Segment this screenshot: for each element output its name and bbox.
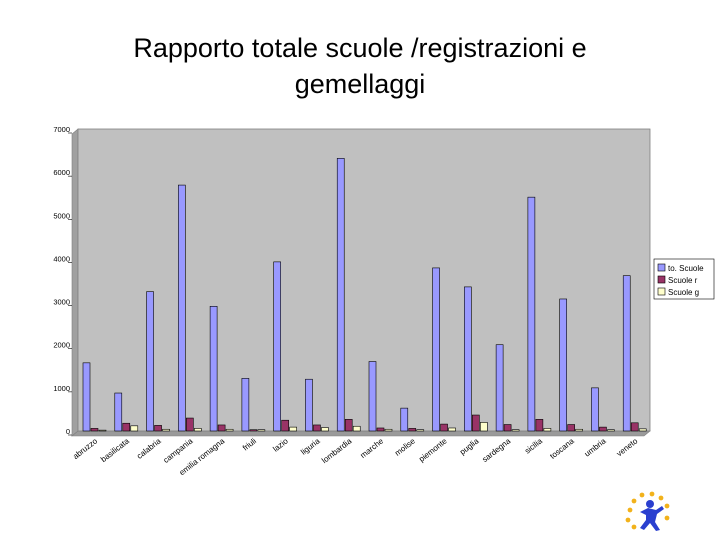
bar: [440, 423, 448, 432]
bar: [257, 429, 266, 432]
x-tick-label: piemonte: [417, 436, 449, 464]
legend-label: to. Scuole: [668, 264, 704, 273]
x-tick-label: sardegna: [480, 436, 512, 464]
bar: [146, 291, 154, 432]
bar: [289, 426, 297, 432]
x-tick-label: calabria: [135, 436, 163, 461]
bar: [384, 428, 393, 432]
y-tick-label: 5000: [53, 211, 70, 220]
y-tick-label: 6000: [53, 168, 70, 177]
x-tick-label: puglia: [458, 436, 481, 457]
bar: [313, 424, 321, 432]
bar: [511, 429, 520, 432]
bar: [90, 428, 99, 432]
legend-swatch: [657, 275, 666, 284]
bar: [416, 429, 425, 432]
bar: [130, 425, 139, 432]
legend-label: Scuole r: [668, 276, 698, 285]
bar: [638, 428, 647, 432]
legend-swatch: [657, 287, 666, 296]
bar: [225, 428, 234, 432]
bar: [186, 417, 194, 432]
x-tick-label: basilicata: [99, 436, 131, 464]
bar: [622, 275, 631, 432]
bar: [336, 158, 345, 432]
bar: [281, 419, 289, 432]
bar: [122, 422, 131, 432]
bar: [154, 425, 162, 432]
bar: [321, 427, 329, 432]
bar: [464, 286, 472, 432]
bar: [400, 407, 409, 432]
slide-title: Rapporto totale scuole /registrazioni e …: [40, 30, 680, 102]
bar: [432, 267, 440, 432]
bar: [217, 424, 226, 432]
bar: [368, 361, 377, 432]
bar: [448, 427, 456, 432]
x-tick-label: veneto: [615, 436, 640, 458]
x-tick-label: sicilia: [523, 436, 544, 455]
y-tick-label: 4000: [53, 254, 70, 263]
stars-figure-logo: [625, 491, 670, 531]
bar: [472, 414, 480, 432]
y-tick-label: 0: [66, 427, 70, 436]
plot-area: [77, 128, 651, 432]
bar: [273, 261, 281, 432]
bar: [607, 429, 615, 432]
bar: [543, 428, 552, 432]
y-tick-label: 3000: [53, 298, 70, 307]
x-tick-label: molise: [393, 436, 417, 458]
bar: [503, 424, 512, 432]
legend-label: Scuole g: [668, 288, 699, 297]
bar: [376, 427, 385, 432]
bar: [559, 298, 567, 432]
bar: [408, 428, 417, 432]
bar: [495, 344, 504, 432]
slide-title-line-2: gemellaggi: [294, 69, 426, 99]
x-tick-label: liguria: [299, 436, 322, 457]
bar: [575, 428, 583, 432]
bar: [480, 422, 488, 432]
y-tick-label: 2000: [53, 341, 70, 350]
bar: [567, 424, 575, 432]
legend-swatch: [657, 263, 666, 272]
plot-side-wall: [71, 128, 79, 437]
bar: [344, 419, 353, 432]
bar: [305, 378, 313, 432]
x-tick-label: umbria: [583, 436, 608, 458]
bar: [630, 422, 639, 432]
x-tick-label: lombardia: [320, 436, 354, 465]
x-tick-label: lazio: [271, 436, 290, 454]
bar: [194, 428, 202, 432]
x-tick-label: toscana: [548, 436, 576, 461]
bar: [249, 429, 258, 432]
bar: [527, 196, 536, 432]
y-tick-label: 7000: [53, 125, 70, 134]
bar: [599, 426, 607, 432]
bar: [241, 378, 250, 432]
slide-title-line-1: Rapporto totale scuole /registrazioni e: [133, 33, 587, 63]
bar: [98, 429, 107, 432]
bar: [114, 392, 123, 432]
bar: [535, 419, 544, 432]
bar: [352, 425, 361, 432]
y-tick-label: 1000: [53, 384, 70, 393]
bar: [82, 362, 91, 432]
bar: [209, 306, 218, 432]
bar: [162, 428, 170, 432]
x-tick-label: friuli: [241, 436, 258, 452]
bar: [591, 387, 599, 432]
bar: [178, 184, 186, 432]
x-tick-label: abruzzo: [71, 436, 99, 461]
plot-floor: [71, 430, 651, 437]
x-tick-label: marche: [359, 436, 386, 460]
